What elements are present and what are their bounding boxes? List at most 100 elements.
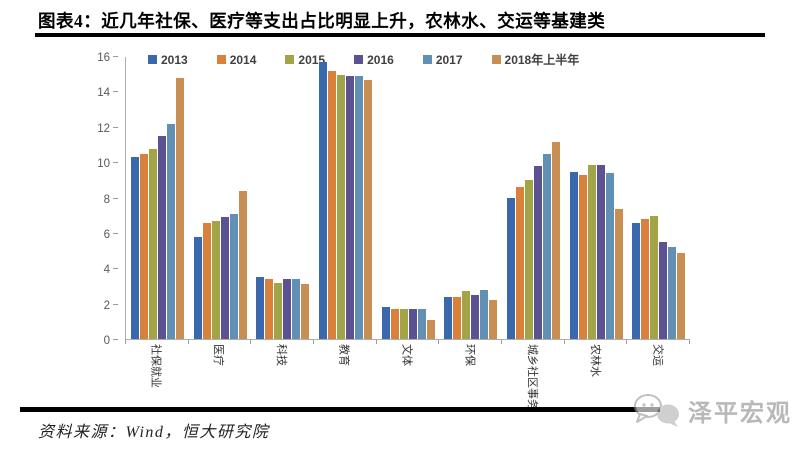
bar-交运-2013 <box>632 222 641 339</box>
bar-交运-2015 <box>650 215 659 339</box>
legend-swatch <box>422 55 432 64</box>
bar-农林水-2017 <box>605 173 614 339</box>
legend-label: 2018年上半年 <box>504 53 580 67</box>
bar-group-社保就业 <box>126 57 189 339</box>
legend-swatch <box>285 55 295 64</box>
bar-城乡社区事务-2017 <box>542 153 551 339</box>
title-underline <box>35 33 765 37</box>
bar-城乡社区事务-2018年上半年 <box>551 141 560 339</box>
bar-group-农林水 <box>565 57 628 339</box>
legend-swatch <box>491 55 501 64</box>
bar-group-教育 <box>314 57 377 339</box>
bar-教育-2017 <box>354 76 363 339</box>
legend-label: 2013 <box>161 52 188 67</box>
bar-农林水-2018年上半年 <box>614 208 623 339</box>
x-tick-mark <box>626 340 628 344</box>
y-tick-label: 0 <box>103 335 110 347</box>
category-cell: 医疗 <box>188 344 251 416</box>
bar-group-医疗 <box>189 57 252 339</box>
y-tick-mark <box>113 303 118 305</box>
bar-教育-2013 <box>318 62 327 339</box>
legend-swatch <box>354 55 364 64</box>
category-label-文体: 文体 <box>400 344 413 366</box>
footer-divider <box>20 407 660 412</box>
x-tick-mark <box>312 340 314 344</box>
category-cell: 环保 <box>439 344 502 416</box>
bar-社保就业-2018年上半年 <box>175 78 184 339</box>
bar-group-环保 <box>439 57 502 339</box>
legend-swatch <box>216 55 226 64</box>
bar-环保-2015 <box>462 291 471 339</box>
x-tick-mark <box>187 340 189 344</box>
category-label-医疗: 医疗 <box>212 344 225 366</box>
legend-label: 2015 <box>298 52 326 67</box>
bar-城乡社区事务-2015 <box>524 180 533 339</box>
category-label-农林水: 农林水 <box>588 344 601 377</box>
y-axis: 0 2 4 6 8 10 12 14 16 <box>60 52 118 347</box>
bar-农林水-2015 <box>587 164 596 339</box>
bar-社保就业-2014 <box>139 153 148 339</box>
bar-医疗-2014 <box>202 222 211 339</box>
category-label-科技: 科技 <box>274 344 287 366</box>
bar-交运-2014 <box>641 219 650 339</box>
bar-农林水-2014 <box>578 175 587 339</box>
legend-label: 2014 <box>229 52 257 67</box>
bar-科技-2015 <box>274 282 283 339</box>
category-cell: 文体 <box>376 344 439 416</box>
publisher-watermark: 泽平宏观 <box>632 392 792 428</box>
bar-科技-2018年上半年 <box>301 284 310 339</box>
legend-item-2013: 2013 <box>148 51 188 68</box>
category-cell: 科技 <box>251 344 314 416</box>
bar-医疗-2016 <box>220 217 229 339</box>
bar-group-文体 <box>377 57 440 339</box>
x-tick-mark <box>500 340 502 344</box>
x-tick-mark <box>689 340 690 344</box>
y-tick-mark <box>113 126 118 128</box>
y-tick-mark <box>113 197 118 199</box>
bar-教育-2014 <box>327 71 336 339</box>
y-tick-mark <box>113 162 118 164</box>
bar-医疗-2018年上半年 <box>238 190 247 339</box>
legend-item-2014: 2014 <box>216 51 257 68</box>
y-tick-mark <box>113 339 118 340</box>
bar-城乡社区事务-2014 <box>515 187 524 339</box>
y-tick-mark <box>113 268 118 270</box>
bar-交运-2017 <box>668 247 677 339</box>
source-note: 资料来源：Wind，恒大研究院 <box>38 424 270 441</box>
y-tick-label: 10 <box>97 158 110 171</box>
x-tick-mark <box>250 340 252 344</box>
y-tick-label: 4 <box>103 264 110 277</box>
bar-科技-2017 <box>292 279 301 339</box>
bar-城乡社区事务-2013 <box>506 198 515 339</box>
chart-title: 图表4：近几年社保、医疗等支出占比明显上升，农林水、交运等基建类 <box>38 11 606 31</box>
watermark-label: 泽平宏观 <box>688 400 792 427</box>
category-label-环保: 环保 <box>463 344 476 366</box>
category-label-社保就业: 社保就业 <box>149 344 162 388</box>
bar-社保就业-2013 <box>130 157 139 339</box>
bar-文体-2015 <box>399 309 408 339</box>
y-tick-label: 12 <box>97 122 110 135</box>
bar-group-交运 <box>627 57 690 339</box>
bar-科技-2014 <box>265 279 274 339</box>
category-cell: 社保就业 <box>125 344 188 416</box>
bar-交运-2018年上半年 <box>677 252 686 339</box>
legend-item-2015: 2015 <box>285 51 325 68</box>
bar-环保-2018年上半年 <box>489 300 498 339</box>
bar-社保就业-2017 <box>166 123 175 339</box>
bar-城乡社区事务-2016 <box>533 166 542 339</box>
bar-文体-2013 <box>381 307 390 339</box>
legend-item-2018年上半年: 2018年上半年 <box>491 51 580 68</box>
y-tick-label: 2 <box>103 299 110 312</box>
legend-item-2017: 2017 <box>422 51 463 68</box>
bar-环保-2017 <box>480 289 489 339</box>
bar-农林水-2016 <box>596 164 605 339</box>
y-tick-label: 16 <box>97 52 110 64</box>
bar-教育-2018年上半年 <box>363 79 372 339</box>
x-axis-category-labels: 社保就业 医疗 科技 教育 文体 环保 城乡社区事务 农林水 交运 <box>125 344 690 416</box>
bar-环保-2013 <box>444 296 453 339</box>
bar-医疗-2015 <box>211 220 220 339</box>
x-tick-mark <box>563 340 565 344</box>
legend-item-2016: 2016 <box>354 51 394 68</box>
bar-文体-2017 <box>417 309 426 339</box>
